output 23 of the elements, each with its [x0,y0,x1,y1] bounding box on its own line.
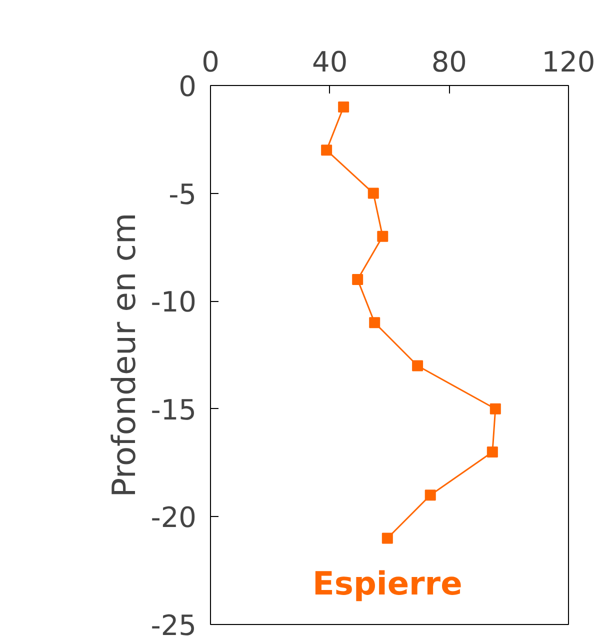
series-label: Espierre [312,564,462,602]
point [382,532,393,544]
point [338,102,350,113]
point [424,490,436,501]
y-tick-label: -15 [150,393,196,426]
point [368,188,379,199]
point [377,230,388,242]
y-tick-label: -25 [150,609,196,640]
y-tick-label: -5 [168,178,197,211]
point [486,446,498,458]
point [490,403,501,414]
y-axis-title: Profondeur en cm [104,212,143,498]
point [369,317,380,328]
y-tick-label: -10 [150,286,196,319]
x-tick-label: 120 [542,46,596,78]
x-tick-label: 80 [431,46,467,78]
point [352,274,364,286]
point [321,144,332,156]
y-tick-label: 0 [178,70,197,103]
x-tick-label: 0 [202,46,220,78]
y-tick-label: -20 [150,501,196,534]
point [412,360,424,372]
x-tick-label: 40 [312,46,348,78]
